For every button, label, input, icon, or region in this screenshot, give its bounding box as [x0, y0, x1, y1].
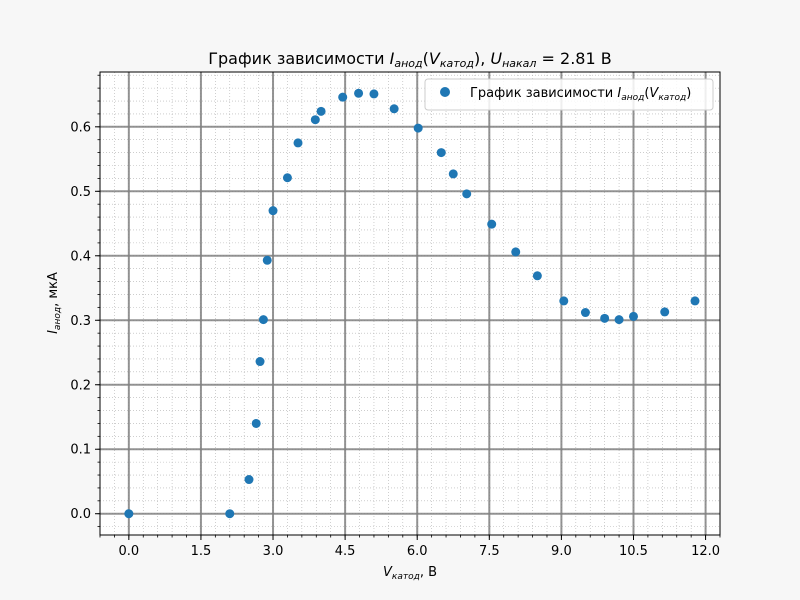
legend-box [424, 78, 714, 111]
y-tick-label: 0.6 [70, 120, 91, 135]
data-point [354, 88, 364, 98]
data-point [310, 115, 320, 125]
y-axis-ticks: 0.0 0.1 0.2 0.3 0.4 0.5 0.6 [70, 74, 100, 528]
x-tick-label: 3.0 [263, 544, 284, 559]
y-tick-label: 0.0 [70, 507, 91, 522]
x-tick-label: 6.0 [407, 544, 428, 559]
x-axis-label: Vкатод, В [383, 565, 437, 582]
data-point [338, 92, 348, 102]
data-point [532, 271, 542, 281]
x-tick-label: 10.5 [619, 544, 648, 559]
data-point [282, 173, 292, 183]
data-point [690, 296, 700, 306]
x-tick-label: 0.0 [118, 544, 139, 559]
legend-label: График зависимости Iанод(Vкатод) [470, 86, 691, 103]
data-point [628, 311, 638, 321]
y-tick-label: 0.2 [70, 378, 91, 393]
data-point [614, 315, 624, 325]
data-point [462, 189, 472, 199]
data-point [316, 106, 326, 116]
scatter-points [124, 88, 700, 519]
data-point [600, 313, 610, 323]
data-point [258, 315, 268, 325]
data-point [369, 89, 379, 99]
x-tick-label: 1.5 [191, 544, 212, 559]
data-point [448, 169, 458, 179]
legend-marker [440, 87, 450, 97]
data-point [487, 219, 497, 229]
data-point [268, 206, 278, 216]
y-tick-label: 0.5 [70, 185, 91, 200]
y-tick-label: 0.3 [70, 314, 91, 329]
data-point [225, 509, 235, 519]
x-axis-ticks: 0.0 1.5 3.0 4.5 6.0 7.5 9.0 10.5 12.0 [99, 535, 721, 559]
plot-frame [99, 71, 721, 536]
x-tick-label: 12.0 [691, 544, 720, 559]
data-point [124, 509, 134, 519]
data-point [244, 475, 254, 485]
x-tick-label: 9.0 [551, 544, 572, 559]
chart-title: График зависимости Iанод(Vкатод), Uнакал… [208, 49, 611, 70]
plot-area [100, 72, 720, 535]
data-point [559, 296, 569, 306]
data-point [262, 255, 272, 265]
data-point [293, 138, 303, 148]
x-tick-label: 4.5 [335, 544, 356, 559]
data-point [251, 418, 261, 428]
data-point [580, 308, 590, 318]
y-axis-label: Iанод, мкА [46, 272, 63, 334]
x-tick-label: 7.5 [479, 544, 500, 559]
data-point [255, 357, 265, 367]
y-tick-label: 0.4 [70, 249, 91, 264]
major-grid [100, 72, 720, 535]
data-point [660, 307, 670, 317]
data-point [511, 247, 521, 257]
data-point [413, 123, 423, 133]
legend: График зависимости Iанод(Vкатод) [424, 78, 714, 111]
data-point [436, 148, 446, 158]
y-tick-label: 0.1 [70, 443, 91, 458]
data-point [389, 104, 399, 114]
